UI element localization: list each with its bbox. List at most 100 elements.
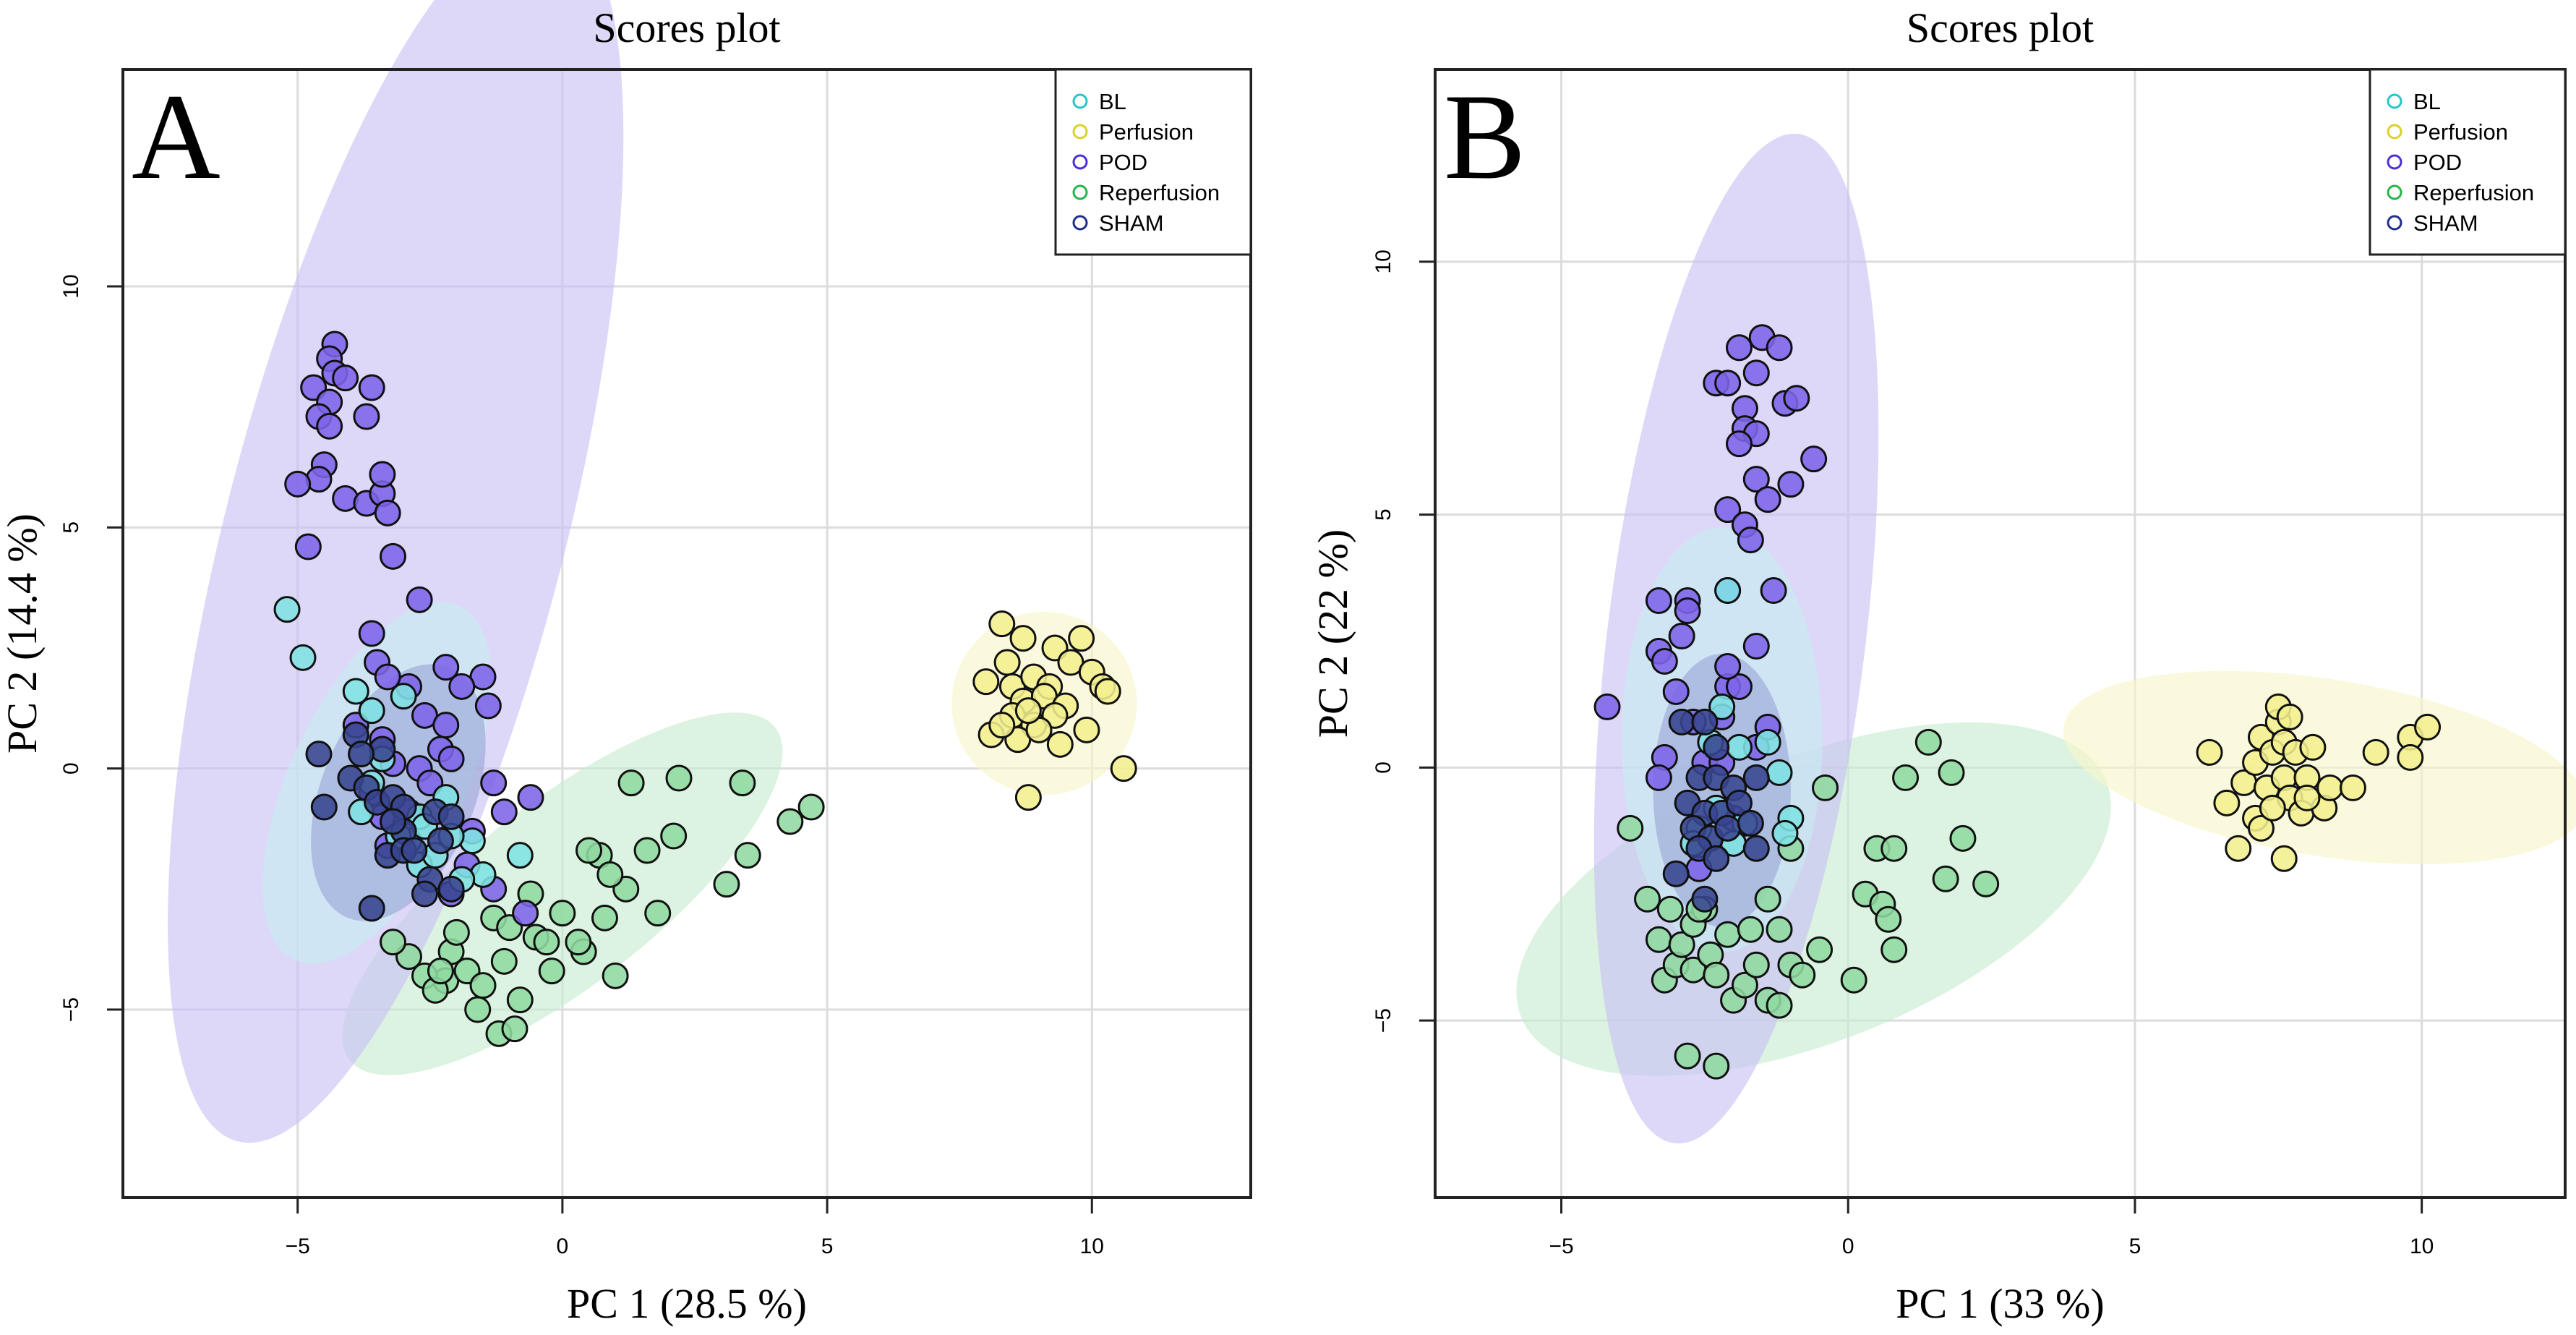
point-pod [1737,526,1764,554]
point-reperfusion [1938,759,1965,786]
y-tick-label: 0 [1372,762,1395,774]
point-bl [1726,733,1753,761]
x-tick-label: 10 [1080,1234,1104,1258]
legend-marker-sham [1072,215,1088,231]
point-sham [411,880,438,908]
x-tick-label: 0 [1842,1234,1854,1258]
point-pod [332,364,359,392]
point-reperfusion [1949,824,1977,852]
x-tick-label: −5 [1549,1234,1573,1258]
point-pod [512,900,539,927]
point-pod [480,769,508,797]
point-reperfusion [1754,885,1781,913]
point-perfusion [988,712,1016,739]
series-perfusion [2196,693,2442,872]
point-reperfusion [602,962,629,989]
panel-title: Scores plot [1907,4,2094,51]
legend-marker-perfusion [1072,124,1088,140]
point-pod [1714,652,1742,680]
point-reperfusion [501,1015,529,1043]
point-sham [401,837,428,864]
point-reperfusion [644,900,672,927]
point-reperfusion [1674,1042,1701,1070]
point-pod [1651,647,1678,675]
legend-marker-perfusion [2387,124,2402,140]
point-sham [437,875,465,903]
y-axis-label: PC 2 (14.4 %) [0,513,46,754]
point-perfusion [2316,774,2344,801]
point-reperfusion [549,900,576,927]
point-bl [1754,728,1781,756]
legend: BL Perfusion POD Reperfusion SHAM [2369,68,2567,256]
point-pod [1754,486,1781,513]
point-bl [1766,759,1793,786]
point-reperfusion [1812,774,1839,801]
point-pod [380,542,407,570]
point-reperfusion [713,871,740,898]
point-perfusion [2293,784,2321,811]
point-perfusion [2299,733,2327,761]
legend: BL Perfusion POD Reperfusion SHAM [1054,68,1252,256]
x-tick-label: 5 [2129,1234,2141,1258]
series-sham [305,721,465,922]
point-pod [1593,693,1621,720]
point-pod [1783,385,1810,412]
point-perfusion [972,668,1000,696]
point-pod [1766,334,1793,362]
point-reperfusion [533,929,560,956]
point-pod [353,403,380,430]
point-reperfusion [633,837,661,864]
panel-b: −5 0 5 10 −5 0 5 10 Scores plot PC 1 (33 %) PC 2 (… [1309,4,2576,1327]
point-pod [1662,678,1690,705]
panel-title: Scores plot [593,4,780,51]
point-pod [358,620,385,647]
point-reperfusion [1645,926,1672,953]
point-bl [390,683,417,710]
point-pod [1800,445,1828,473]
legend-label-sham: SHAM [2413,210,2478,236]
point-reperfusion [1766,991,1793,1019]
point-pod [1726,430,1753,458]
y-axis-label: PC 2 (22 %) [1309,529,1356,738]
point-reperfusion [1880,835,1908,862]
y-tick-label: −5 [1372,1008,1395,1033]
legend-marker-pod [2387,154,2402,170]
y-tick-label: 5 [59,521,83,534]
point-reperfusion [596,861,624,888]
point-pod [1726,673,1753,700]
y-tick-label: 10 [59,274,83,298]
point-bl [342,678,369,705]
point-pod [432,654,460,681]
point-perfusion [2259,794,2286,822]
point-reperfusion [1731,971,1758,999]
point-sham [380,808,407,835]
point-sham [1668,708,1695,735]
series-sham [1662,708,1770,913]
legend-marker-reperfusion [2387,184,2402,200]
point-perfusion [2213,789,2241,816]
point-perfusion [1046,730,1074,758]
point-pod [358,374,385,401]
point-perfusion [1014,697,1042,725]
point-reperfusion [1892,764,1920,791]
point-reperfusion [1737,916,1764,943]
point-bl [1708,693,1736,720]
legend-marker-bl [1072,93,1088,109]
point-pod [1714,496,1742,524]
point-pod [432,712,460,739]
point-perfusion [2362,738,2389,766]
point-bl [273,596,301,623]
point-perfusion [2270,845,2298,872]
point-reperfusion [469,972,497,999]
point-pod [1726,334,1753,362]
point-sham [437,803,465,830]
point-reperfusion [1972,870,2000,897]
point-perfusion [1110,755,1137,782]
series-reperfusion [1617,728,2000,1080]
point-sham [348,741,375,768]
point-pod [374,663,401,691]
point-reperfusion [1668,931,1695,958]
point-reperfusion [665,764,693,792]
point-perfusion [1073,716,1100,743]
